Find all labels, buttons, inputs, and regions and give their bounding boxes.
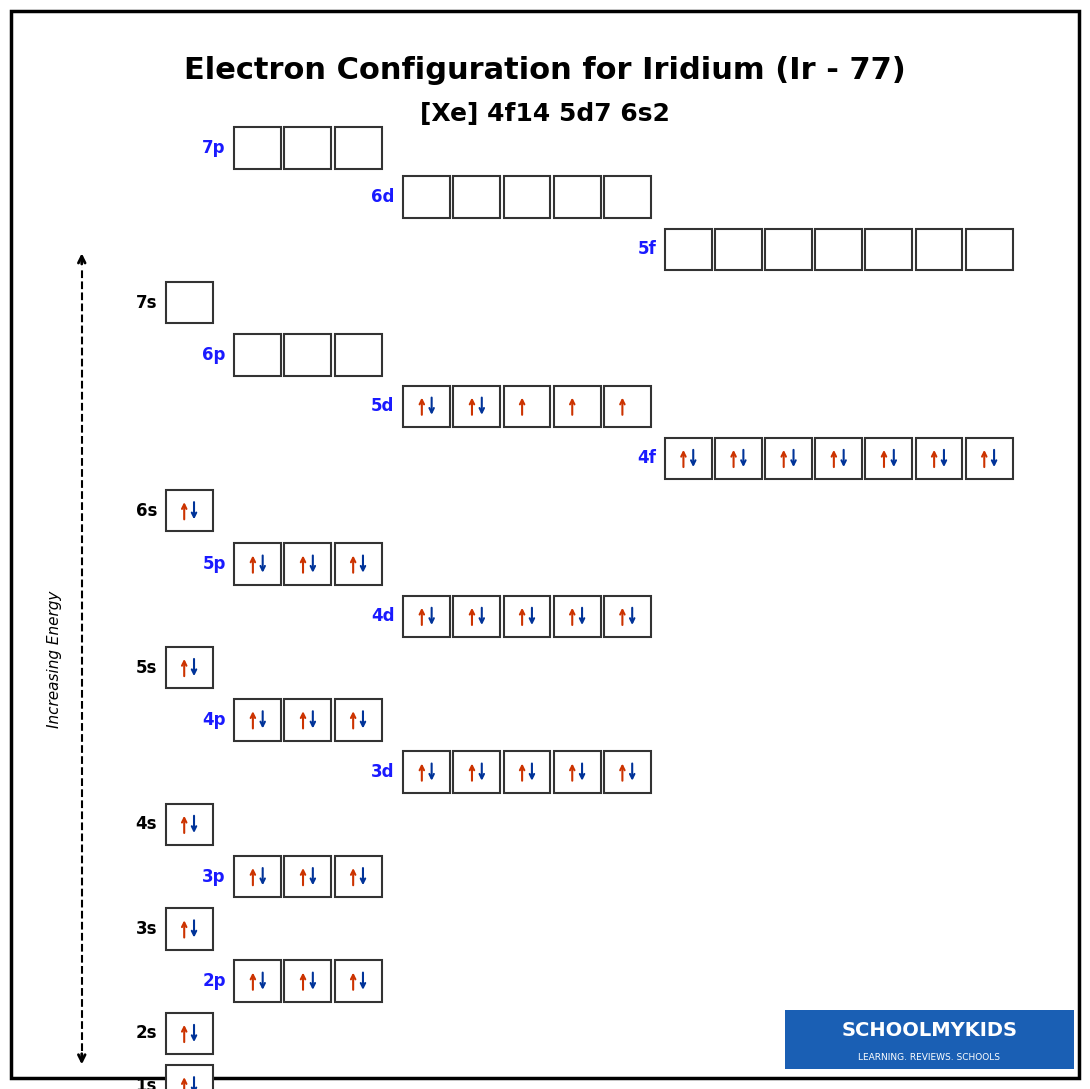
Text: 4p: 4p [202, 711, 226, 729]
Bar [554, 176, 601, 218]
Bar [604, 596, 651, 637]
Bar [234, 334, 281, 376]
Bar [504, 386, 550, 427]
Bar [554, 596, 601, 637]
Bar [916, 229, 962, 270]
Bar [966, 229, 1013, 270]
Text: Electron Configuration for Iridium (Ir - 77): Electron Configuration for Iridium (Ir -… [184, 57, 906, 85]
Bar [715, 229, 762, 270]
Bar [916, 438, 962, 479]
Bar [403, 751, 450, 793]
Text: 5d: 5d [372, 397, 395, 415]
Bar [504, 751, 550, 793]
Text: LEARNING. REVIEWS. SCHOOLS: LEARNING. REVIEWS. SCHOOLS [858, 1053, 1001, 1062]
Bar [665, 438, 712, 479]
Text: 4f: 4f [638, 450, 656, 467]
Bar [166, 1013, 213, 1054]
Bar [785, 1010, 1074, 1069]
Bar [504, 596, 550, 637]
Bar [865, 229, 912, 270]
Bar [284, 543, 331, 585]
Bar [815, 229, 862, 270]
Text: 7p: 7p [202, 139, 226, 157]
Bar [166, 804, 213, 845]
Text: 4d: 4d [371, 608, 395, 625]
Bar [554, 386, 601, 427]
Bar [403, 386, 450, 427]
Text: 2s: 2s [135, 1025, 157, 1042]
Bar [234, 543, 281, 585]
Text: 2p: 2p [202, 972, 226, 990]
Bar [403, 596, 450, 637]
Text: 5p: 5p [203, 555, 226, 573]
Bar [284, 856, 331, 897]
Bar [234, 127, 281, 169]
Bar [284, 127, 331, 169]
Bar [234, 856, 281, 897]
Bar [166, 282, 213, 323]
Bar [554, 751, 601, 793]
Text: 5f: 5f [638, 241, 656, 258]
Text: SCHOOLMYKIDS: SCHOOLMYKIDS [841, 1021, 1017, 1040]
Bar [284, 699, 331, 741]
Bar [284, 334, 331, 376]
Bar [335, 543, 382, 585]
Bar [166, 647, 213, 688]
Bar [403, 176, 450, 218]
Bar [715, 438, 762, 479]
Bar [453, 751, 500, 793]
Text: 3d: 3d [371, 763, 395, 781]
Bar [815, 438, 862, 479]
Bar [234, 699, 281, 741]
Text: 3p: 3p [202, 868, 226, 885]
Text: 4s: 4s [135, 816, 157, 833]
Text: 6d: 6d [372, 188, 395, 206]
Bar [966, 438, 1013, 479]
Text: 1s: 1s [135, 1077, 157, 1089]
Bar [284, 960, 331, 1002]
Text: [Xe] 4f14 5d7 6s2: [Xe] 4f14 5d7 6s2 [420, 102, 670, 126]
Bar [665, 229, 712, 270]
Bar [765, 438, 812, 479]
Bar [453, 386, 500, 427]
Bar [335, 334, 382, 376]
Bar [604, 176, 651, 218]
Bar [335, 699, 382, 741]
Bar [335, 127, 382, 169]
Bar [604, 751, 651, 793]
Bar [335, 960, 382, 1002]
Bar [765, 229, 812, 270]
Bar [604, 386, 651, 427]
Text: 3s: 3s [135, 920, 157, 938]
Bar [453, 596, 500, 637]
Bar [335, 856, 382, 897]
Text: 5s: 5s [135, 659, 157, 676]
Bar [453, 176, 500, 218]
Bar [166, 490, 213, 531]
Bar [166, 1065, 213, 1089]
Bar [504, 176, 550, 218]
Bar [865, 438, 912, 479]
Text: 7s: 7s [135, 294, 157, 311]
Text: 6s: 6s [135, 502, 157, 519]
Bar [234, 960, 281, 1002]
Bar [166, 908, 213, 950]
Text: 6p: 6p [203, 346, 226, 364]
Text: Increasing Energy: Increasing Energy [47, 590, 62, 727]
